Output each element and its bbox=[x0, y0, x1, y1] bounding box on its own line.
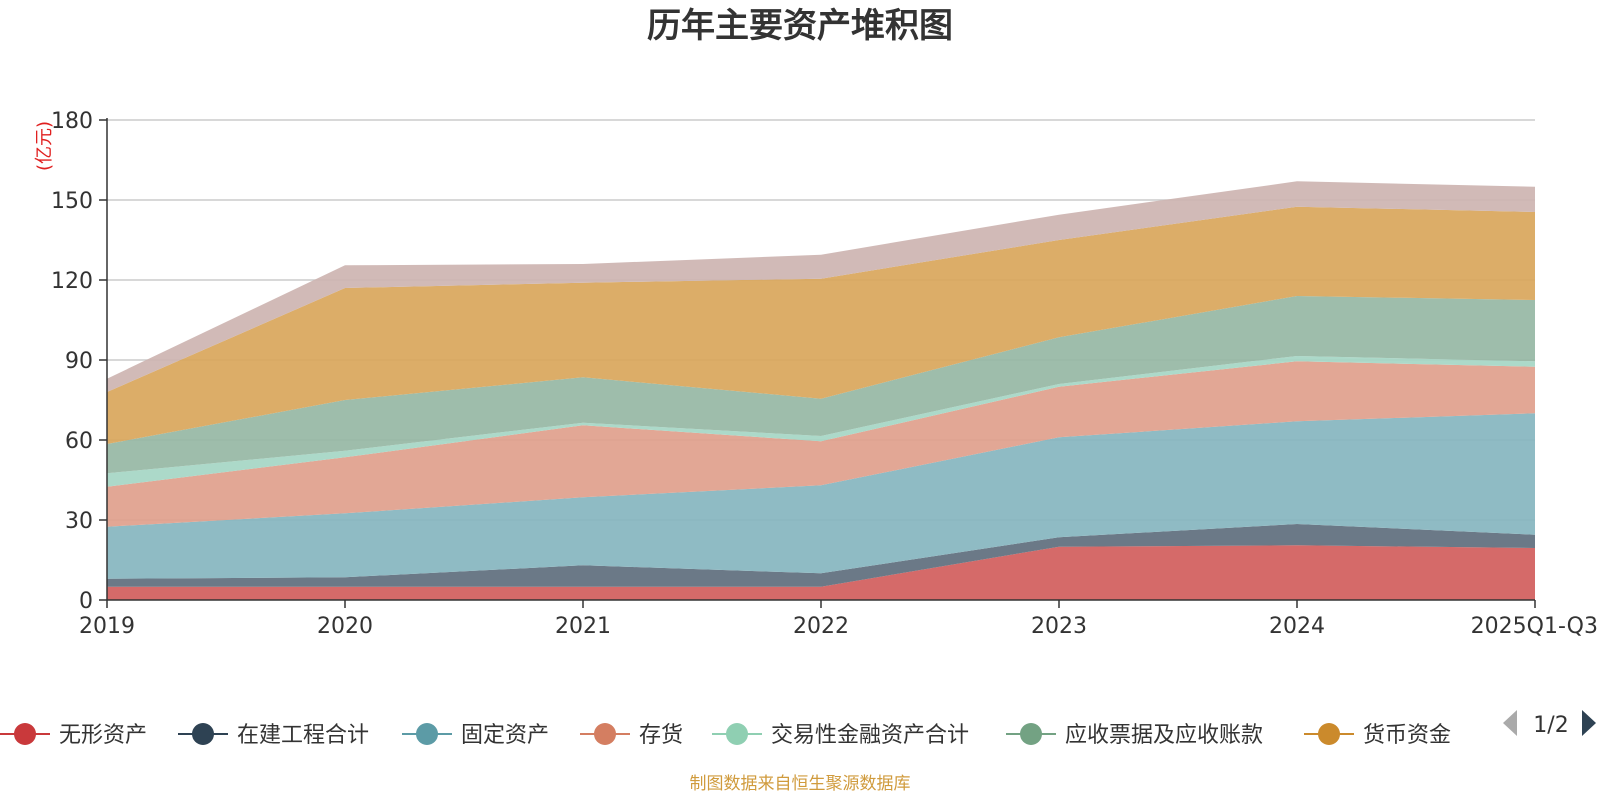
y-tick-label: 150 bbox=[51, 189, 93, 214]
x-tick-label: 2023 bbox=[1031, 614, 1087, 639]
x-tick-label: 2021 bbox=[555, 614, 611, 639]
legend-marker-icon bbox=[1020, 723, 1042, 745]
legend-item[interactable]: 在建工程合计 bbox=[178, 723, 369, 748]
y-tick-label: 180 bbox=[51, 109, 93, 134]
area-series-6 bbox=[107, 296, 1535, 474]
legend: 无形资产 在建工程合计 固定资产 存货 交易性金融资产合计 应收票据及应收账款 货币资金 bbox=[0, 723, 1451, 748]
legend-label: 固定资产 bbox=[461, 723, 549, 748]
legend-label: 存货 bbox=[639, 723, 683, 748]
legend-marker-icon bbox=[14, 723, 36, 745]
x-tick-label: 2024 bbox=[1269, 614, 1325, 639]
x-tick-label: 2019 bbox=[79, 614, 135, 639]
data-source-note: 制图数据来自恒生聚源数据库 bbox=[690, 774, 911, 794]
legend-item[interactable]: 应收票据及应收账款 bbox=[1006, 723, 1263, 748]
legend-label: 无形资产 bbox=[59, 723, 147, 748]
legend-marker-icon bbox=[594, 723, 616, 745]
area-series-8 bbox=[107, 181, 1535, 392]
legend-marker-icon bbox=[726, 723, 748, 745]
legend-marker-icon bbox=[192, 723, 214, 745]
x-tick-label: 2020 bbox=[317, 614, 373, 639]
legend-marker-icon bbox=[416, 723, 438, 745]
legend-page-indicator: 1/2 bbox=[1533, 713, 1568, 738]
legend-pager: 1/2 bbox=[1503, 710, 1596, 738]
y-tick-label: 60 bbox=[65, 429, 93, 454]
legend-label: 货币资金 bbox=[1363, 723, 1451, 748]
legend-label: 在建工程合计 bbox=[237, 723, 369, 748]
area-series-3 bbox=[107, 413, 1535, 579]
legend-item[interactable]: 无形资产 bbox=[0, 723, 147, 748]
y-tick-label: 0 bbox=[79, 589, 93, 614]
legend-item[interactable]: 固定资产 bbox=[402, 723, 549, 748]
axes: 0 30 60 90 120 150 180 2019 2020 2021 2022 2023 2024… bbox=[51, 109, 1598, 639]
y-tick-label: 90 bbox=[65, 349, 93, 374]
legend-item[interactable]: 货币资金 bbox=[1304, 723, 1451, 748]
legend-item[interactable]: 交易性金融资产合计 bbox=[712, 723, 969, 748]
chart-title: 历年主要资产堆积图 bbox=[647, 6, 953, 46]
x-tick-label: 2025Q1-Q3 bbox=[1471, 614, 1598, 639]
legend-label: 交易性金融资产合计 bbox=[771, 723, 969, 748]
legend-prev-page-icon[interactable] bbox=[1503, 710, 1517, 736]
legend-next-page-icon[interactable] bbox=[1582, 710, 1596, 736]
x-tick-label: 2022 bbox=[793, 614, 849, 639]
area-series-7 bbox=[107, 206, 1535, 444]
area-series-2 bbox=[107, 524, 1535, 587]
y-tick-label: 30 bbox=[65, 509, 93, 534]
y-axis-unit-label: (亿元) bbox=[34, 121, 55, 171]
area-series bbox=[107, 181, 1535, 600]
legend-label: 应收票据及应收账款 bbox=[1065, 723, 1263, 748]
legend-item[interactable]: 存货 bbox=[580, 723, 683, 748]
y-tick-label: 120 bbox=[51, 269, 93, 294]
area-series-1 bbox=[107, 545, 1535, 600]
legend-marker-icon bbox=[1318, 723, 1340, 745]
area-series-4 bbox=[107, 361, 1535, 527]
